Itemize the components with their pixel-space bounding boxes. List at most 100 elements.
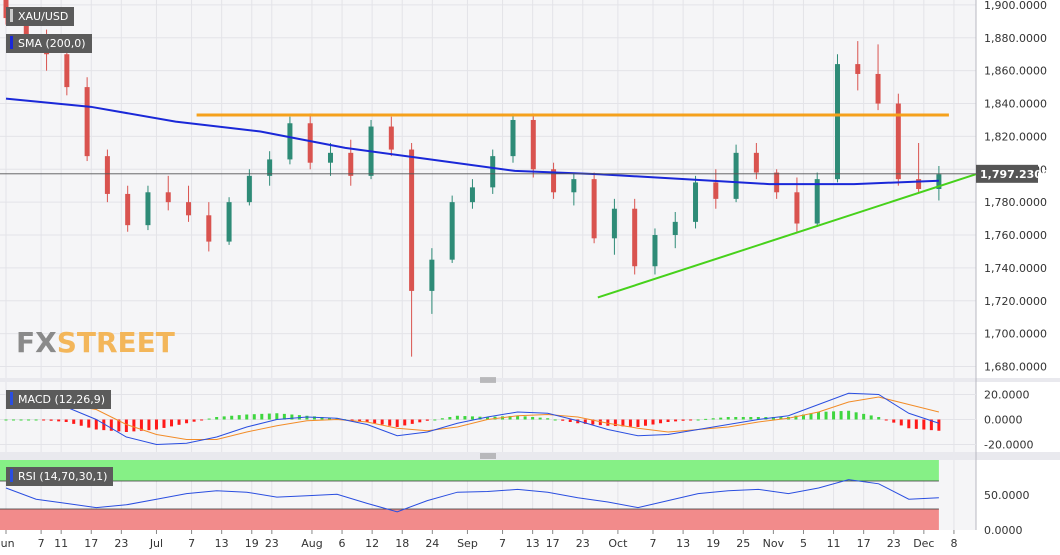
macd-histogram-bar	[659, 419, 663, 424]
candle-body	[23, 18, 29, 42]
macd-histogram-bar	[102, 419, 106, 431]
x-tick-label: Jul	[149, 537, 163, 550]
x-tick-label: Jun	[0, 537, 15, 550]
sma-color-bar	[10, 36, 13, 49]
candle-body	[429, 259, 435, 291]
candle-body	[672, 221, 678, 236]
macd-histogram-bar	[779, 417, 783, 420]
macd-histogram-bar	[922, 419, 926, 430]
candle-body	[693, 182, 699, 222]
macd-histogram-bar	[410, 419, 414, 424]
macd-histogram-bar	[628, 419, 632, 427]
macd-histogram-bar	[899, 419, 903, 426]
macd-histogram-bar	[523, 416, 527, 420]
macd-histogram-bar	[42, 419, 46, 421]
candle-body	[267, 159, 273, 176]
macd-histogram-bar	[267, 413, 271, 420]
price-tick-label: 1,760.0000	[984, 229, 1047, 242]
sma-text: SMA (200,0)	[18, 37, 86, 50]
rsi-oversold-zone	[0, 509, 939, 530]
symbol-label: XAU/USD	[6, 7, 75, 26]
macd-histogram-bar	[689, 419, 693, 421]
macd-histogram-bar	[636, 419, 640, 427]
x-tick-label: 6	[339, 537, 346, 550]
macd-histogram-bar	[418, 419, 422, 423]
macd-histogram-bar	[147, 419, 151, 431]
macd-histogram-bar	[237, 415, 241, 420]
macd-histogram-bar	[260, 413, 264, 420]
macd-histogram-bar	[884, 419, 888, 421]
watermark-logo: FXSTREET	[16, 326, 175, 359]
macd-histogram-bar	[666, 419, 670, 422]
candle-body	[64, 54, 70, 88]
rsi-color-bar	[10, 469, 13, 482]
macd-histogram-bar	[516, 415, 520, 420]
macd-histogram-bar	[72, 419, 76, 424]
x-tick-label: 24	[425, 537, 439, 550]
candle-body	[287, 123, 293, 160]
macd-histogram-bar	[94, 419, 98, 430]
candle-body	[125, 193, 131, 226]
x-tick-label: 17	[546, 537, 560, 550]
macd-histogram-bar	[305, 415, 309, 420]
price-tick-label: 1,840.0000	[984, 98, 1047, 111]
macd-histogram-bar	[591, 419, 595, 425]
macd-histogram-bar	[651, 419, 655, 425]
macd-histogram-bar	[892, 419, 896, 423]
macd-histogram-bar	[531, 417, 535, 420]
x-tick-label: 23	[265, 537, 279, 550]
candle-body	[551, 169, 557, 193]
rsi-text: RSI (14,70,30,1)	[18, 470, 108, 483]
x-tick-label: 18	[395, 537, 409, 550]
macd-histogram-bar	[87, 419, 91, 428]
rsi-label: RSI (14,70,30,1)	[6, 467, 114, 486]
price-tick-label: 1,720.0000	[984, 295, 1047, 308]
macd-histogram-bar	[139, 419, 143, 431]
macd-histogram-bar	[817, 412, 821, 420]
candle-body	[774, 172, 780, 193]
price-tick-label: 1,700.0000	[984, 328, 1047, 341]
macd-histogram-bar	[576, 419, 580, 424]
macd-histogram-bar	[433, 419, 437, 421]
x-tick-label: 8	[950, 537, 957, 550]
candle-body	[490, 156, 496, 188]
symbol-text: XAU/USD	[18, 10, 69, 23]
macd-histogram-bar	[388, 419, 392, 426]
x-tick-label: 7	[38, 537, 45, 550]
current-price-text: 1,797.2300	[980, 168, 1050, 181]
price-tick-label: 1,820.0000	[984, 130, 1047, 143]
macd-histogram-bar	[598, 419, 602, 426]
macd-histogram-bar	[162, 419, 166, 428]
sma-label: SMA (200,0)	[6, 34, 92, 53]
x-tick-label: 23	[576, 537, 590, 550]
candle-body	[226, 202, 232, 242]
macd-histogram-bar	[485, 417, 489, 420]
macd-histogram-bar	[57, 419, 61, 422]
panel-divider	[0, 452, 1060, 460]
candle-body	[348, 152, 354, 176]
macd-histogram-bar	[328, 417, 332, 420]
x-tick-label: 17	[84, 537, 98, 550]
x-tick-label: 7	[188, 537, 195, 550]
macd-histogram-bar	[508, 416, 512, 420]
macd-tick-label: 20.0000	[984, 389, 1030, 402]
candle-body	[652, 235, 658, 267]
macd-histogram-bar	[568, 419, 572, 422]
x-tick-label: 13	[215, 537, 229, 550]
macd-histogram-bar	[124, 419, 128, 432]
x-tick-label: 5	[800, 537, 807, 550]
x-tick-label: 12	[365, 537, 379, 550]
price-tick-label: 1,780.0000	[984, 196, 1047, 209]
macd-histogram-bar	[824, 411, 828, 420]
macd-histogram-bar	[463, 416, 467, 420]
macd-signal-line	[5, 396, 940, 440]
candle-body	[409, 149, 415, 291]
macd-histogram-bar	[335, 418, 339, 420]
macd-histogram-bar	[290, 414, 294, 420]
macd-histogram-bar	[4, 419, 8, 421]
macd-histogram-bar	[425, 419, 429, 421]
macd-histogram-bar	[914, 419, 918, 429]
macd-histogram-bar	[719, 417, 723, 420]
macd-histogram-bar	[185, 419, 189, 424]
